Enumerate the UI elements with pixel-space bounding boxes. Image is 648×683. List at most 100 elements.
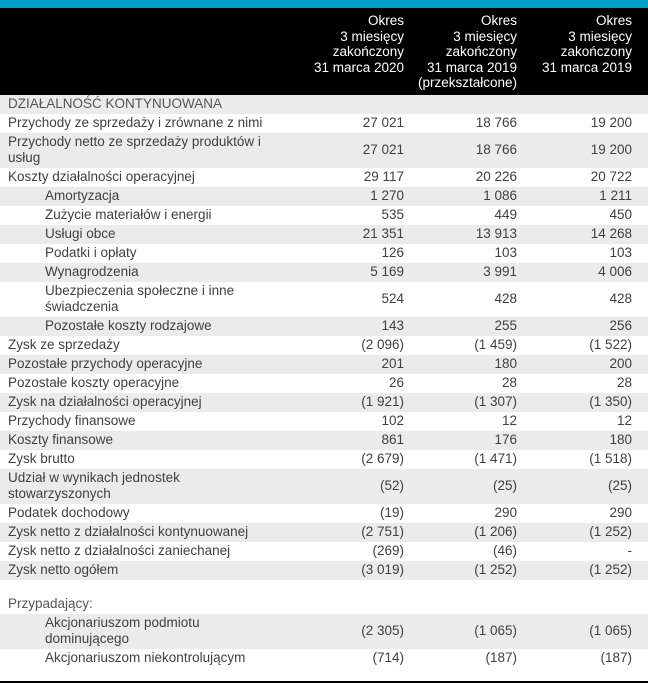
- table-row: DZIAŁALNOŚĆ KONTYNUOWANA: [0, 94, 648, 114]
- row-label: Pozostałe koszty rodzajowe: [45, 318, 212, 333]
- table-row: Przychody ze sprzedaży i zrównane z nimi…: [0, 114, 648, 133]
- value-2020: (2 096): [361, 337, 404, 352]
- value-2019: 19 200: [590, 115, 632, 130]
- value-2019: 180: [609, 432, 632, 447]
- value-2019-restated: 18 766: [475, 115, 517, 130]
- row-label: Zysk brutto: [8, 451, 75, 466]
- period-column-header: Okres 3 miesięcy zakończony 31 marca 2019: [517, 13, 632, 75]
- row-label: Wynagrodzenia: [45, 264, 139, 279]
- row-label: Zużycie materiałów i energii: [45, 207, 212, 222]
- value-2019-restated: 449: [494, 207, 517, 222]
- value-2019: 450: [609, 207, 632, 222]
- row-label: Podatek dochodowy: [8, 505, 130, 520]
- value-2020: 861: [381, 432, 404, 447]
- value-2020: 201: [381, 356, 404, 371]
- table-row: Akcjonariuszom niekontrolującym (714) (1…: [0, 649, 648, 668]
- row-label: Akcjonariuszom podmiotu dominującego: [45, 615, 200, 646]
- value-2020: (2 751): [361, 524, 404, 539]
- value-2019: (187): [600, 650, 632, 665]
- value-2019-restated: 255: [494, 318, 517, 333]
- value-2020: 1 270: [370, 188, 404, 203]
- spacer-row: [0, 580, 648, 595]
- value-2020: 27 021: [362, 115, 404, 130]
- period-column-header-line: Okres: [595, 13, 632, 28]
- value-2019-restated: (46): [492, 543, 517, 558]
- row-label: Akcjonariuszom niekontrolującym: [45, 650, 246, 665]
- value-2019-restated: 18 766: [475, 142, 517, 157]
- row-label: Koszty finansowe: [8, 432, 114, 447]
- value-2019-restated: 176: [494, 432, 517, 447]
- value-2019: 14 268: [590, 226, 632, 241]
- period-column-header-line: 3 miesięcy: [453, 28, 517, 44]
- value-2019-restated: 103: [494, 245, 517, 260]
- value-2020: 143: [381, 318, 404, 333]
- table-row: Ubezpieczenia społeczne i inne świadczen…: [0, 282, 648, 317]
- value-2019-restated: (1 206): [474, 524, 517, 539]
- value-2019-restated: 12: [501, 413, 517, 428]
- row-label: Usługi obce: [45, 226, 116, 241]
- value-2020: (2 305): [361, 623, 404, 638]
- period-column-header-line: 3 miesięcy: [340, 28, 404, 44]
- period-column-header-line: 31 marca 2019: [426, 59, 517, 75]
- value-2019: 19 200: [590, 142, 632, 157]
- value-2020: 535: [381, 207, 404, 222]
- value-2019-restated: (1 459): [474, 337, 517, 352]
- value-2020: 126: [381, 245, 404, 260]
- value-2019-restated: 28: [501, 375, 517, 390]
- value-2020: (714): [372, 650, 404, 665]
- row-label: Ubezpieczenia społeczne i inne świadczen…: [45, 283, 235, 314]
- row-label: Przypadający:: [8, 596, 93, 611]
- value-2019: (1 252): [589, 524, 632, 539]
- value-2020: (19): [379, 505, 404, 520]
- row-label: DZIAŁALNOŚĆ KONTYNUOWANA: [8, 96, 223, 111]
- value-2019: 256: [609, 318, 632, 333]
- table-row: Pozostałe koszty rodzajowe 143 255 256: [0, 316, 648, 336]
- table-row: Wynagrodzenia 5 169 3 991 4 006: [0, 262, 648, 282]
- table-row: Przypadający:: [0, 595, 648, 614]
- value-2020: 27 021: [362, 142, 404, 157]
- table-row: Pozostałe przychody operacyjne 201 180 2…: [0, 354, 648, 374]
- value-2019: 20 722: [590, 169, 632, 184]
- row-label: Zysk ze sprzedaży: [8, 337, 120, 352]
- value-2019: (1 350): [589, 394, 632, 409]
- value-2019-restated: (1 065): [474, 623, 517, 638]
- value-2020: (2 679): [361, 451, 404, 466]
- row-label: Amortyzacja: [45, 188, 120, 203]
- value-2019: (1 518): [589, 451, 632, 466]
- value-2019: 103: [609, 245, 632, 260]
- row-label: Koszty działalności operacyjnej: [8, 169, 195, 184]
- row-label: Zysk netto ogółem: [8, 562, 119, 577]
- period-column-header: Okres 3 miesięcy zakończony 31 marca 2019 (p…: [404, 13, 517, 91]
- table-row: Akcjonariuszom podmiotu dominującego (2 …: [0, 613, 648, 649]
- value-2019-restated: (1 252): [474, 562, 517, 577]
- value-2019: 4 006: [598, 264, 632, 279]
- period-column-header-line: zakończony: [445, 44, 517, 59]
- value-2020: 29 117: [363, 169, 404, 184]
- row-label: Przychody netto ze sprzedaży produktów i…: [8, 134, 261, 165]
- value-2019-restated: 180: [494, 356, 517, 371]
- period-column-header-line: 31 marca 2019: [541, 59, 632, 75]
- table-row: Podatek dochodowy (19) 290 290: [0, 504, 648, 523]
- value-2019: (1 065): [589, 623, 632, 638]
- value-2019: -: [627, 543, 633, 558]
- table-row: Koszty finansowe 861 176 180: [0, 430, 648, 450]
- value-2019: 12: [616, 413, 632, 428]
- table-row: Zysk netto z działalności zaniechanej (2…: [0, 542, 648, 561]
- value-2019-restated: 428: [494, 291, 517, 306]
- value-2019: 1 211: [599, 188, 632, 203]
- value-2019-restated: 1 086: [483, 188, 517, 203]
- row-label: Pozostałe koszty operacyjne: [8, 375, 180, 390]
- table-row: Przychody netto ze sprzedaży produktów i…: [0, 132, 648, 168]
- table-body: DZIAŁALNOŚĆ KONTYNUOWANA Przychody ze sp…: [0, 94, 648, 668]
- row-label: Zysk na działalności operacyjnej: [8, 394, 202, 409]
- table-row: Zużycie materiałów i energii 535 449 450: [0, 206, 648, 225]
- table-row: Podatki i opłaty 126 103 103: [0, 244, 648, 263]
- value-2020: (269): [372, 543, 404, 558]
- value-2019-restated: (1 471): [474, 451, 517, 466]
- value-2020: 5 169: [370, 264, 404, 279]
- value-2020: 26: [388, 375, 404, 390]
- value-2020: (3 019): [361, 562, 404, 577]
- value-2020: (52): [379, 478, 404, 493]
- table-row: Zysk na działalności operacyjnej (1 921)…: [0, 392, 648, 412]
